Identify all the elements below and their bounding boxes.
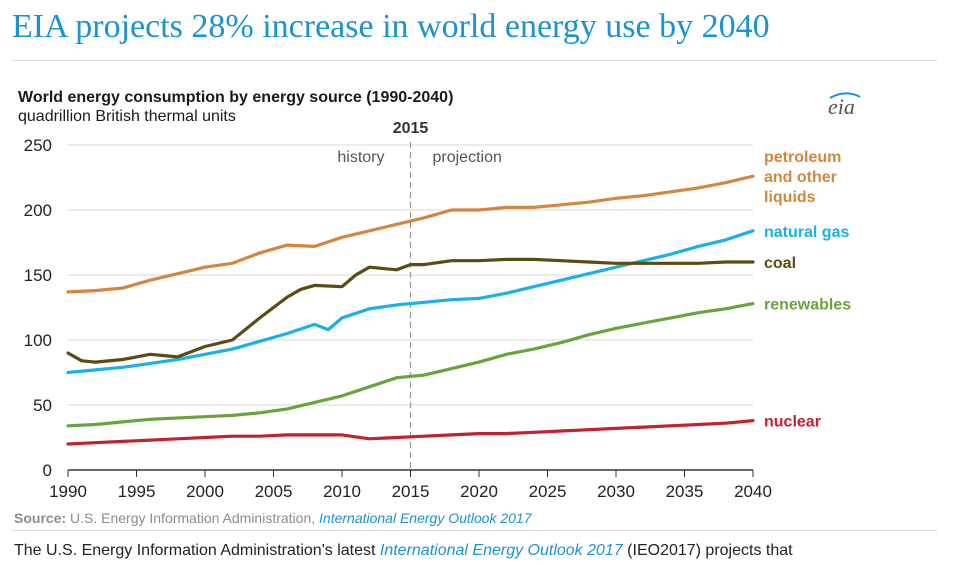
series-label-line: nuclear xyxy=(764,414,821,431)
y-tick-label: 50 xyxy=(33,396,52,415)
body-link[interactable]: International Energy Outlook 2017 xyxy=(379,542,623,559)
series-label-line: natural gas xyxy=(764,224,849,241)
body-text-after: (IEO2017) projects that xyxy=(627,542,793,559)
x-tick-label: 2015 xyxy=(392,482,430,501)
divider-year-label: 2015 xyxy=(393,120,429,137)
x-tick-label: 2005 xyxy=(255,482,293,501)
series-label-line: renewables xyxy=(764,297,851,314)
x-tick-label: 1995 xyxy=(118,482,156,501)
eia-logo: eia xyxy=(828,94,855,119)
series-label-natural-gas: natural gas xyxy=(764,224,849,241)
x-tick-label: 2040 xyxy=(734,482,772,501)
y-axis-ticks: 0 50 100 150 200 250 xyxy=(24,136,52,480)
x-axis-ticks: 1990 1995 2000 2005 2010 2015 2020 2025 2030 2035… xyxy=(49,470,772,501)
series-label-line: liquids xyxy=(764,189,816,206)
body-text-before: The U.S. Energy Information Administrati… xyxy=(14,542,376,559)
series-label-line: and other xyxy=(764,169,837,186)
y-tick-label: 100 xyxy=(24,331,52,350)
eia-logo-swoosh xyxy=(829,92,861,99)
series-label-line: petroleum xyxy=(764,149,841,166)
chart-subtitle: quadrillion British thermal units xyxy=(18,108,236,125)
bottom-divider xyxy=(12,530,937,531)
series-label-renewables: renewables xyxy=(764,297,851,314)
x-tick-label: 2010 xyxy=(323,482,361,501)
series-labels: petroleum and other liquids natural gas coal… xyxy=(764,149,851,430)
x-tick-label: 2035 xyxy=(666,482,704,501)
energy-consumption-chart: World energy consumption by energy sourc… xyxy=(18,89,861,501)
series-lines xyxy=(66,174,755,446)
source-text: U.S. Energy Information Administration, xyxy=(70,510,316,526)
body-paragraph: The U.S. Energy Information Administrati… xyxy=(14,542,793,560)
source-link[interactable]: International Energy Outlook 2017 xyxy=(319,510,532,526)
y-tick-label: 200 xyxy=(24,201,52,220)
x-tick-label: 2030 xyxy=(597,482,635,501)
series-label-coal: coal xyxy=(764,255,796,272)
series-line-renewables xyxy=(66,302,755,428)
chart-title: World energy consumption by energy sourc… xyxy=(18,89,453,106)
y-tick-label: 0 xyxy=(43,461,52,480)
series-label-nuclear: nuclear xyxy=(764,414,821,431)
headline: EIA projects 28% increase in world energ… xyxy=(12,8,770,45)
source-note: Source: U.S. Energy Information Administ… xyxy=(14,510,532,526)
x-tick-label: 2020 xyxy=(460,482,498,501)
series-label-petroleum-and-other-liquids: petroleum and other liquids xyxy=(764,149,841,206)
y-tick-label: 250 xyxy=(24,136,52,155)
source-label: Source: xyxy=(14,510,67,526)
y-tick-label: 150 xyxy=(24,266,52,285)
x-tick-label: 2025 xyxy=(529,482,567,501)
x-tick-label: 1990 xyxy=(49,482,87,501)
series-line-petroleum-and-other-liquids xyxy=(66,174,755,294)
series-line-nuclear xyxy=(66,419,755,446)
x-tick-label: 2000 xyxy=(186,482,224,501)
top-divider xyxy=(12,60,937,61)
history-label: history xyxy=(337,149,384,166)
projection-label: projection xyxy=(433,149,502,166)
series-label-line: coal xyxy=(764,255,796,272)
series-line-coal xyxy=(66,257,755,364)
